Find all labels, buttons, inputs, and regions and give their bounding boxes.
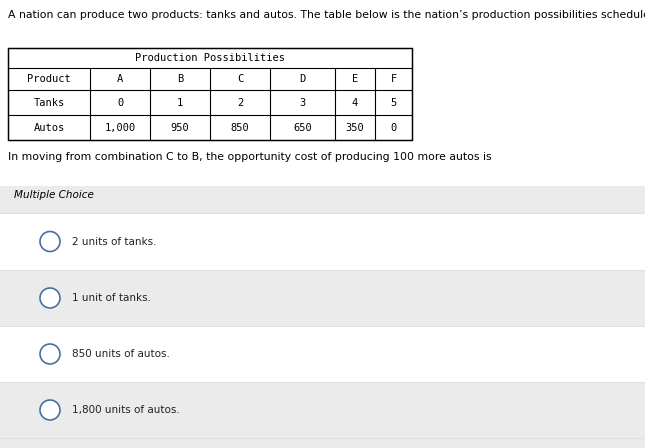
Bar [0, 213, 645, 270]
Text: In moving from combination C to B, the opportunity cost of producing 100 more au: In moving from combination C to B, the o… [8, 152, 491, 162]
Text: 650: 650 [293, 122, 312, 133]
Text: 0: 0 [117, 98, 123, 108]
Bar [0, 382, 645, 438]
Text: 850: 850 [231, 122, 250, 133]
Text: 1 unit of tanks.: 1 unit of tanks. [72, 293, 151, 303]
Text: A nation can produce two products: tanks and autos. The table below is the natio: A nation can produce two products: tanks… [8, 10, 645, 20]
Text: 1,800 units of autos.: 1,800 units of autos. [72, 405, 180, 415]
Text: 5: 5 [390, 98, 397, 108]
Text: E: E [352, 74, 358, 84]
Bar [0, 186, 645, 448]
Text: C: C [237, 74, 243, 84]
Circle shape [40, 288, 60, 308]
Circle shape [40, 344, 60, 364]
Text: 3: 3 [299, 98, 306, 108]
Text: Product: Product [27, 74, 71, 84]
Bar [0, 270, 645, 326]
Text: 2: 2 [237, 98, 243, 108]
Circle shape [40, 400, 60, 420]
Text: A: A [117, 74, 123, 84]
Text: 2 units of tanks.: 2 units of tanks. [72, 237, 157, 246]
Bar [8, 48, 412, 140]
Text: D: D [299, 74, 306, 84]
Text: 350: 350 [346, 122, 364, 133]
Text: 1,000: 1,000 [104, 122, 135, 133]
Text: 4: 4 [352, 98, 358, 108]
Text: Production Possibilities: Production Possibilities [135, 53, 285, 63]
Bar [8, 48, 412, 140]
Bar [0, 326, 645, 382]
Text: B: B [177, 74, 183, 84]
Text: Autos: Autos [34, 122, 64, 133]
Text: Multiple Choice: Multiple Choice [14, 190, 94, 200]
Text: 0: 0 [390, 122, 397, 133]
Text: 950: 950 [171, 122, 190, 133]
Text: F: F [390, 74, 397, 84]
Text: Tanks: Tanks [34, 98, 64, 108]
Text: 850 units of autos.: 850 units of autos. [72, 349, 170, 359]
Text: 1: 1 [177, 98, 183, 108]
Circle shape [40, 232, 60, 251]
